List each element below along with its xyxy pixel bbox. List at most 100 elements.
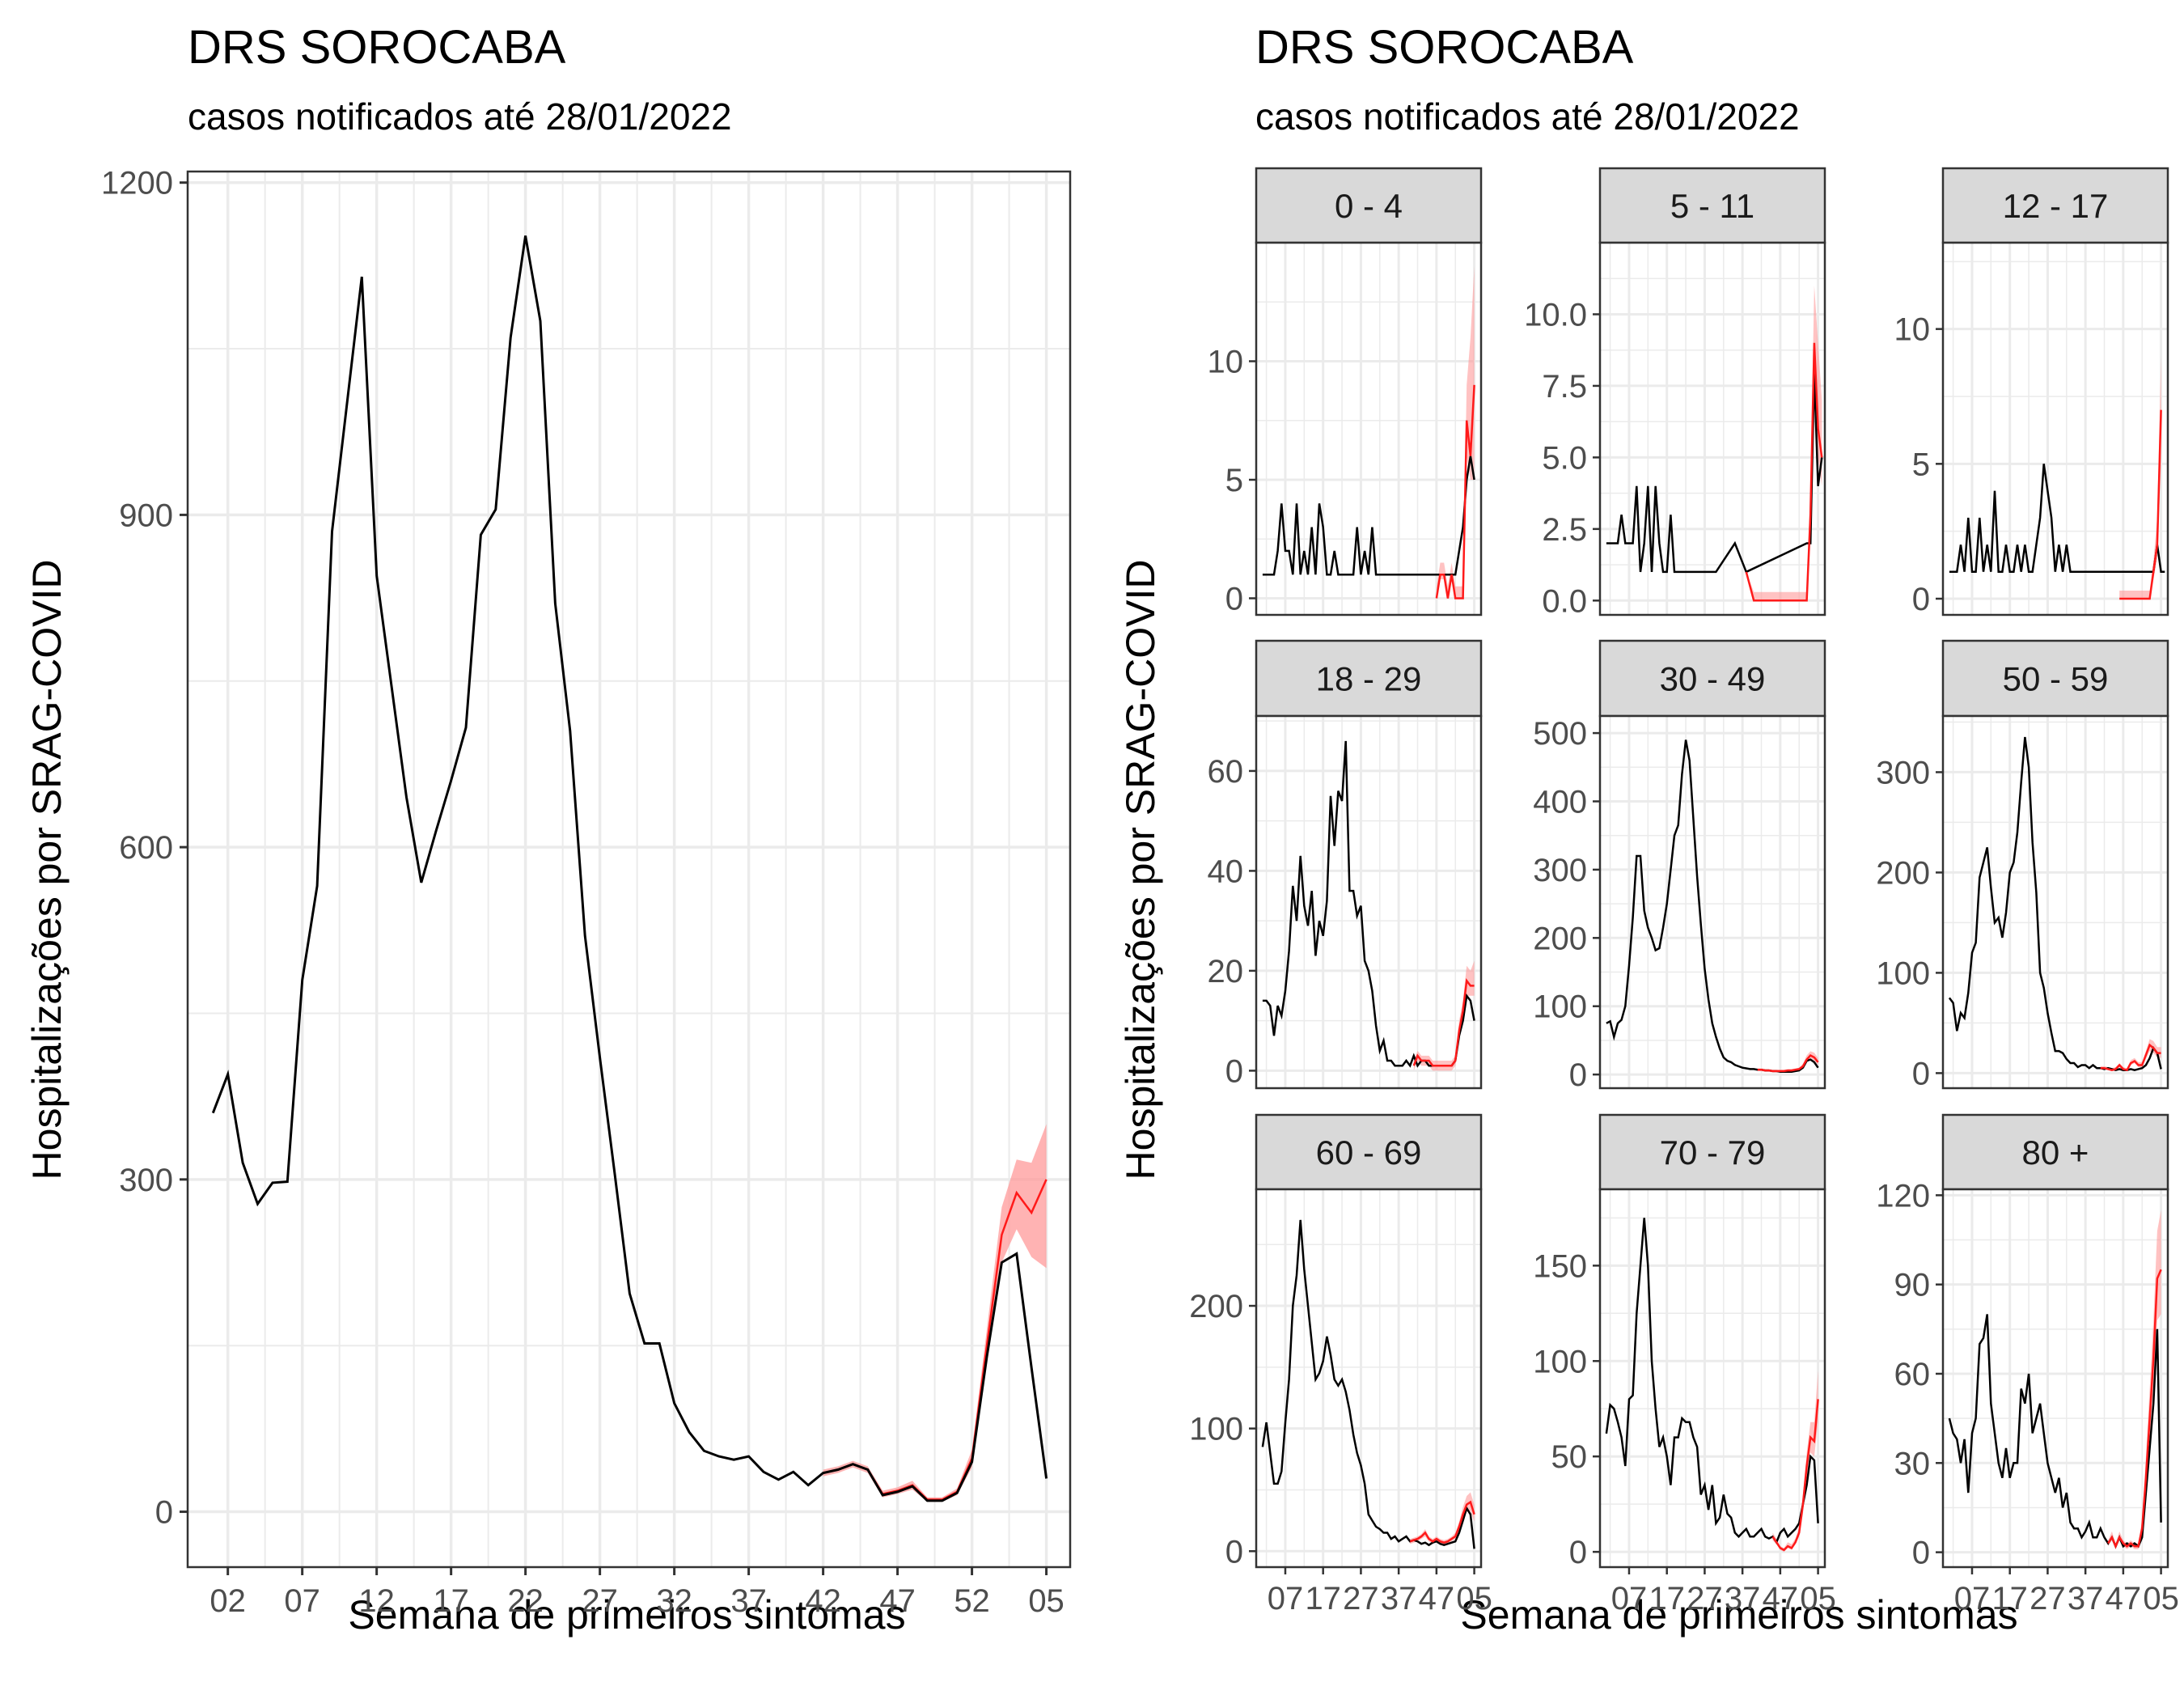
y-tick-label: 40	[1208, 854, 1244, 889]
x-tick-label: 07	[284, 1583, 320, 1619]
y-tick-label: 0	[1912, 1056, 1930, 1091]
x-tick-label: 02	[210, 1583, 246, 1619]
facet-panel: 0 - 4 0 5 10	[1208, 167, 1483, 616]
nowcast-line	[2119, 409, 2162, 600]
left-chart-ylabel: Hospitalizações por SRAG-COVID	[24, 560, 70, 1180]
y-tick-label: 10	[1208, 344, 1244, 379]
facet-border	[1941, 1188, 2169, 1569]
y-tick-label: 0	[1225, 581, 1243, 616]
nowcast-line	[2100, 1043, 2161, 1072]
facet-border	[1941, 714, 2169, 1090]
right-chart-ylabel: Hospitalizações por SRAG-COVID	[1118, 560, 1163, 1180]
facet-strip	[1941, 639, 2169, 718]
x-tick-label: 17	[1305, 1581, 1341, 1616]
left-panel-border	[186, 170, 1072, 1569]
x-tick-label: 17	[1649, 1581, 1685, 1616]
nowcast-line	[1409, 1500, 1475, 1544]
nowcast-line	[1745, 342, 1823, 602]
x-tick-label: 05	[2143, 1581, 2179, 1616]
left-panel-bg	[188, 172, 1070, 1567]
y-tick-label: 300	[1876, 755, 1930, 790]
left-chart-xlabel: Semana de primeiros sintomas	[348, 1592, 905, 1638]
x-tick-label: 47	[2106, 1581, 2142, 1616]
y-tick-label: 5	[1225, 463, 1243, 498]
nowcast-line	[1757, 1053, 1819, 1073]
nowcast-band	[823, 1124, 1047, 1502]
y-tick-label: 10	[1894, 312, 1931, 348]
facet-panel: 70 - 79 0 50 100 150 07 17 27 37 47 05	[1533, 1113, 1836, 1616]
y-tick-label: 100	[1189, 1412, 1243, 1447]
facet-bg	[1256, 1189, 1481, 1567]
facet-strip-label: 18 - 29	[1316, 660, 1422, 698]
observed-line	[1262, 455, 1475, 576]
nowcast-line	[1771, 1399, 1819, 1552]
right-chart: DRS SOROCABA casos notificados até 28/01…	[1118, 21, 2179, 1638]
right-chart-subtitle: casos notificados até 28/01/2022	[1255, 95, 1800, 138]
x-tick-label: 47	[1419, 1581, 1455, 1616]
facet-strip	[1941, 1113, 2169, 1191]
facet-border	[1255, 241, 1483, 616]
observed-line	[1606, 371, 1823, 574]
facet-border	[1598, 241, 1826, 616]
observed-line	[211, 235, 1048, 1502]
y-tick-label: 1200	[101, 166, 173, 201]
y-tick-label: 0	[1912, 1536, 1930, 1571]
y-tick-label: 100	[1533, 1344, 1587, 1379]
left-chart-subtitle: casos notificados até 28/01/2022	[188, 95, 732, 138]
facet-strip-label: 60 - 69	[1316, 1133, 1422, 1172]
facet-panel: 60 - 69 0 100 200 07 17 27 37 47 05	[1189, 1113, 1492, 1616]
left-plot-area: 0 300 600 900 1200 02 07 12 17 22 27 32 37 42 47 52 05	[101, 166, 1072, 1619]
facet-bg	[1943, 243, 2168, 615]
right-chart-title: DRS SOROCABA	[1255, 21, 1634, 74]
facet-panel: 12 - 17 0 5 10	[1894, 167, 2169, 617]
facet-bg	[1600, 243, 1825, 615]
facet-border	[1598, 714, 1826, 1090]
x-tick-label: 37	[2068, 1581, 2104, 1616]
y-tick-label: 0	[1225, 1053, 1243, 1089]
nowcast-line	[1435, 384, 1475, 600]
observed-line	[1949, 464, 2165, 573]
x-tick-label: 32	[656, 1583, 692, 1619]
x-tick-label: 47	[1763, 1581, 1799, 1616]
y-tick-label: 100	[1876, 955, 1930, 991]
right-chart-xlabel: Semana de primeiros sintomas	[1460, 1592, 2017, 1638]
y-tick-label: 2.5	[1542, 512, 1587, 548]
y-tick-label: 200	[1876, 855, 1930, 891]
facet-panel: 18 - 29 0 20 40 60	[1208, 639, 1483, 1090]
x-tick-label: 37	[1381, 1581, 1417, 1616]
facet-strip-label: 12 - 17	[2003, 187, 2109, 225]
facet-strip	[1255, 167, 1483, 244]
y-tick-label: 200	[1533, 921, 1587, 956]
nowcast-line	[1412, 977, 1475, 1067]
facet-strip-label: 30 - 49	[1660, 660, 1766, 698]
facet-border	[1255, 1188, 1483, 1569]
facet-border	[1598, 1188, 1826, 1569]
y-tick-label: 0.0	[1542, 583, 1587, 619]
y-tick-label: 200	[1189, 1289, 1243, 1324]
x-tick-label: 27	[1687, 1581, 1723, 1616]
x-tick-label: 37	[1725, 1581, 1761, 1616]
y-tick-label: 5	[1912, 447, 1930, 482]
y-tick-label: 20	[1208, 954, 1244, 989]
y-tick-label: 90	[1894, 1268, 1931, 1303]
y-tick-label: 0	[1912, 582, 1930, 617]
observed-line	[1261, 1219, 1475, 1549]
x-tick-label: 52	[954, 1583, 990, 1619]
x-tick-label: 05	[1456, 1581, 1492, 1616]
y-tick-label: 0	[155, 1495, 173, 1531]
left-chart-title: DRS SOROCABA	[188, 21, 566, 74]
observed-line	[1605, 1218, 1819, 1544]
x-tick-label: 27	[582, 1583, 618, 1619]
facet-panel: 5 - 11 0.0 2.5 5.0 7.5 10.0	[1524, 167, 1826, 619]
facet-border	[1255, 714, 1483, 1090]
facet-panel: 30 - 49 0 100 200 300 400 500	[1533, 639, 1826, 1093]
x-tick-label: 42	[805, 1583, 841, 1619]
facet-strip-label: 50 - 59	[2003, 660, 2109, 698]
facet-strip-label: 5 - 11	[1670, 187, 1754, 225]
y-tick-label: 300	[119, 1163, 173, 1198]
nowcast-band	[1746, 286, 1822, 601]
y-tick-label: 0	[1225, 1534, 1243, 1570]
facet-strip-label: 80 +	[2022, 1133, 2089, 1172]
